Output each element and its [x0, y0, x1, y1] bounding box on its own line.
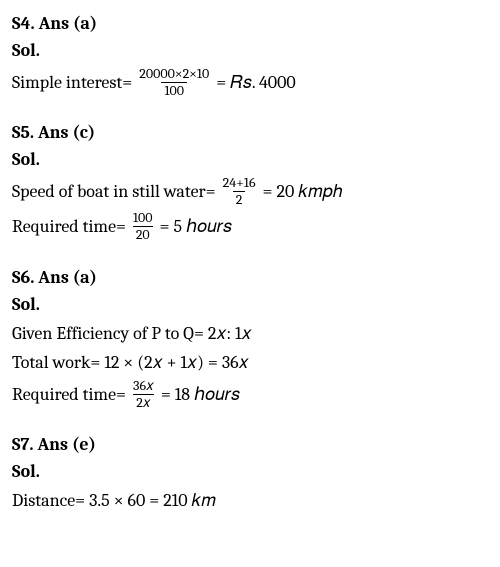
s6-line3-post: = 18 ℎ𝑜𝑢𝑟𝑠 [161, 381, 240, 408]
s4-frac-den: 100 [161, 82, 187, 99]
s5-frac2-den: 20 [133, 226, 153, 243]
s5-frac2: 100 20 [130, 210, 156, 243]
s6-frac: 36𝑥 2𝑥 [130, 378, 157, 411]
s5-line1-post: = 20 𝑘𝑚𝑝ℎ [263, 178, 343, 205]
s5-frac1-num: 24+16 [220, 175, 259, 191]
s6-line3-pre: Required time= [12, 381, 126, 408]
s5-line2-post: = 5 ℎ𝑜𝑢𝑟𝑠 [160, 213, 232, 240]
s5-line1-pre: Speed of boat in still water= [12, 178, 216, 205]
s6-line3: Required time= 36𝑥 2𝑥 = 18 ℎ𝑜𝑢𝑟𝑠 [12, 378, 488, 411]
s5-sol: Sol. [12, 146, 488, 173]
solution-s5: S5. Ans (c) Sol. Speed of boat in still … [12, 119, 488, 243]
solution-s4: S4. Ans (a) Sol. Simple interest= 20000×… [12, 10, 488, 99]
s4-sol: Sol. [12, 37, 488, 64]
solution-s6: S6. Ans (a) Sol. Given Efficiency of P t… [12, 264, 488, 411]
s4-heading: S4. Ans (a) [12, 10, 488, 37]
s6-sol: Sol. [12, 291, 488, 318]
s5-heading: S5. Ans (c) [12, 119, 488, 146]
s4-frac-num: 20000×2×10 [136, 66, 212, 82]
s4-line1-pre: Simple interest= [12, 69, 132, 96]
s6-frac-num: 36𝑥 [130, 378, 157, 394]
s4-frac: 20000×2×10 100 [136, 66, 212, 99]
s5-line2-pre: Required time= [12, 213, 126, 240]
s5-frac2-num: 100 [130, 210, 156, 226]
s5-line2: Required time= 100 20 = 5 ℎ𝑜𝑢𝑟𝑠 [12, 210, 488, 243]
s4-line1: Simple interest= 20000×2×10 100 = 𝑅𝑠. 40… [12, 66, 488, 99]
s7-heading: S7. Ans (e) [12, 431, 488, 458]
solution-s7: S7. Ans (e) Sol. Distance= 3.5 × 60 = 21… [12, 431, 488, 514]
s6-frac-den: 2𝑥 [133, 394, 153, 411]
s5-line1: Speed of boat in still water= 24+16 2 = … [12, 175, 488, 208]
s4-line1-post: = 𝑅𝑠. 4000 [216, 69, 295, 96]
s6-line1: Given Efficiency of P to Q= 2𝑥: 1𝑥 [12, 320, 488, 347]
s7-line1: Distance= 3.5 × 60 = 210 𝑘𝑚 [12, 487, 488, 514]
s5-frac1: 24+16 2 [220, 175, 259, 208]
s5-frac1-den: 2 [233, 191, 246, 208]
s6-heading: S6. Ans (a) [12, 264, 488, 291]
s7-sol: Sol. [12, 458, 488, 485]
s6-line2: Total work= 12 × (2𝑥 + 1𝑥) = 36𝑥 [12, 349, 488, 376]
